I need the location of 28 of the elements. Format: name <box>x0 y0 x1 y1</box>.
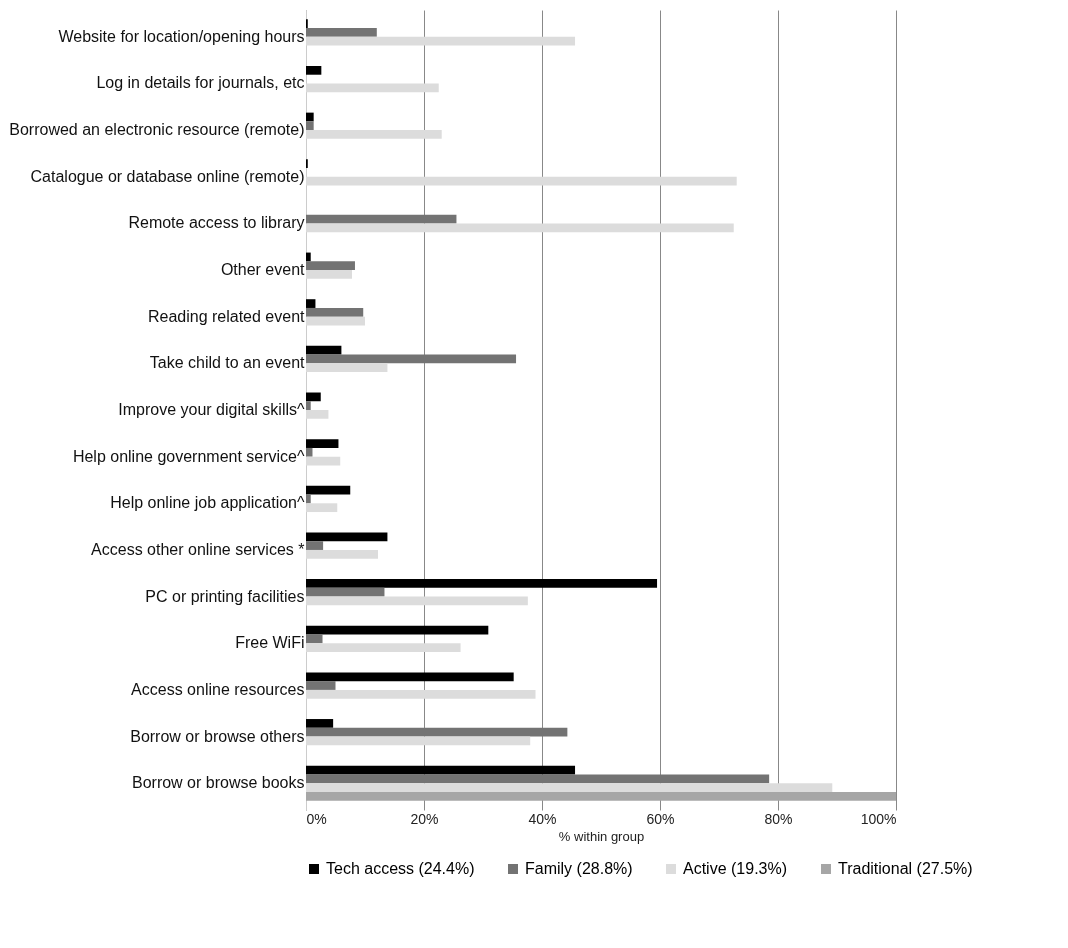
y-tick-label: Other event <box>220 261 306 279</box>
y-tick-label: Catalogue or database online (remote) <box>30 167 305 185</box>
legend-label: Active (19.3%) <box>683 860 788 877</box>
y-tick-label: Access online resources <box>131 680 305 698</box>
x-tick-label: 60% <box>646 810 675 827</box>
y-tick-label: Take child to an event <box>149 354 306 372</box>
legend-label: Tech access (24.4%) <box>326 860 475 877</box>
y-tick-label: Borrowed an electronic resource (remote) <box>9 121 305 139</box>
y-tick-label: Free WiFi <box>235 634 305 652</box>
y-tick-label: Reading related event <box>147 307 306 325</box>
y-tick-label: Borrow or browse books <box>131 774 305 792</box>
y-tick-label: Website for location/opening hours <box>58 27 305 45</box>
legend-label: Family (28.8%) <box>525 860 633 877</box>
x-tick-label: 20% <box>410 810 439 827</box>
y-tick-label: Borrow or browse others <box>130 727 305 745</box>
x-tick-label: 40% <box>528 810 557 827</box>
y-tick-label: Remote access to library <box>128 214 305 232</box>
y-tick-label: Help online government service^ <box>72 447 305 465</box>
x-tick-label: 0% <box>306 810 327 827</box>
y-tick-label: Improve your digital skills^ <box>118 401 305 418</box>
x-tick-label: 80% <box>764 810 793 827</box>
y-tick-label: Help online job application^ <box>110 494 305 512</box>
x-axis-title: % within group <box>558 828 645 844</box>
y-tick-label: Access other online services * <box>91 540 305 558</box>
y-tick-label: Log in details for journals, etc <box>96 74 305 92</box>
x-tick-label: 100% <box>860 810 897 827</box>
y-tick-label: PC or printing facilities <box>145 587 305 605</box>
legend-label: Traditional (27.5%) <box>838 860 973 877</box>
